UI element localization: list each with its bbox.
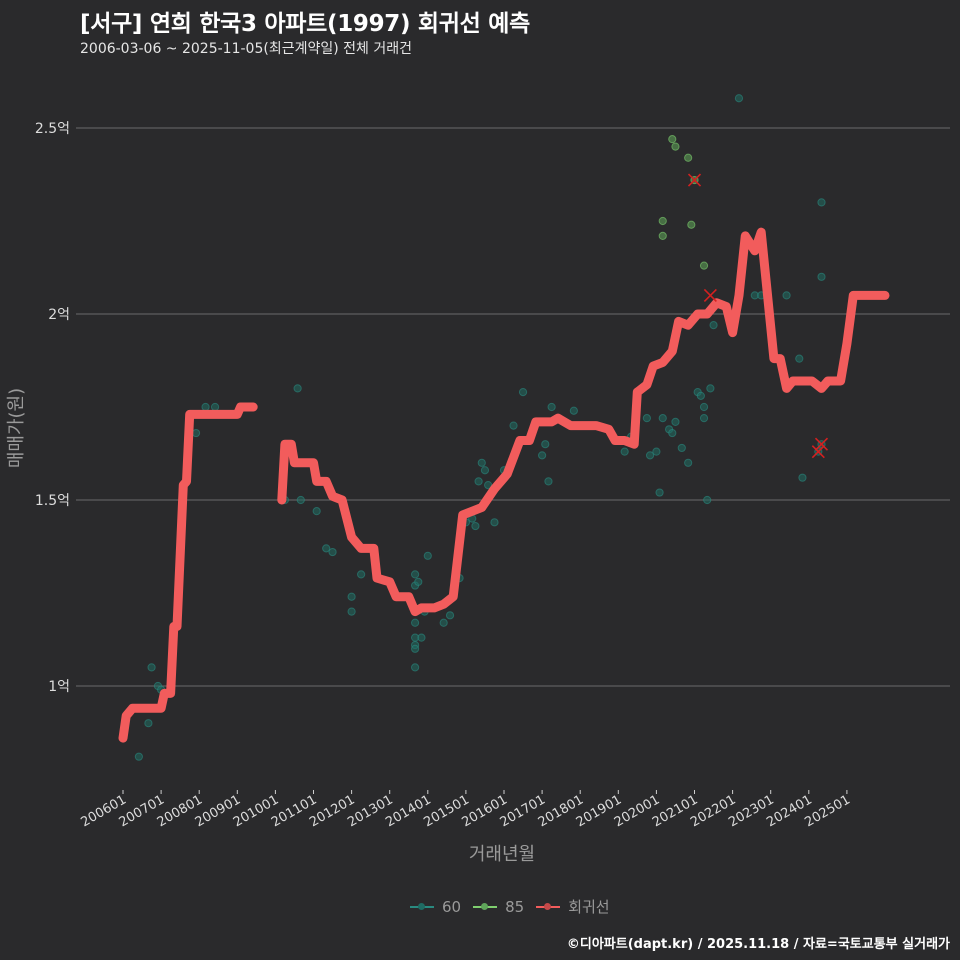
data-point: [144, 719, 153, 728]
y-tick-label: 1억: [48, 679, 70, 695]
series-85-points: [658, 135, 709, 270]
data-point: [414, 577, 423, 586]
data-point: [658, 414, 667, 423]
data-point: [703, 495, 712, 505]
legend-item-85: 85: [473, 898, 524, 916]
data-point: [569, 406, 578, 415]
data-point: [699, 261, 709, 270]
legend-item-60: 60: [410, 898, 461, 916]
data-point: [795, 354, 804, 363]
data-point: [658, 216, 667, 226]
y-axis-ticks: 1억 1.5억 2억 2.5억: [35, 121, 70, 695]
data-point: [471, 521, 480, 531]
data-point: [544, 477, 553, 486]
data-point: [439, 618, 448, 627]
data-point: [347, 607, 356, 616]
data-point: [411, 618, 420, 627]
data-point: [518, 388, 528, 397]
data-point: [547, 402, 556, 412]
data-point: [671, 417, 680, 426]
data-point: [191, 428, 201, 438]
legend-label-regression: 회귀선: [568, 898, 610, 916]
data-point: [658, 231, 667, 240]
data-point: [347, 592, 356, 601]
data-point: [684, 153, 693, 162]
data-point: [782, 291, 791, 300]
data-point: [642, 414, 651, 423]
data-point: [477, 458, 486, 467]
data-point: [699, 414, 709, 423]
legend-key-85-icon: [473, 900, 498, 914]
x-axis-ticks: 2006012007012008012009012010012011012012…: [79, 790, 853, 830]
chart-title: [서구] 연희 한국3 아파트(1997) 회귀선 예측: [80, 11, 530, 37]
legend-item-regression: 회귀선: [536, 896, 610, 917]
data-point: [677, 443, 686, 453]
data-point: [709, 321, 718, 330]
data-point: [357, 570, 366, 579]
cancel-x-icon: [811, 445, 825, 459]
source-caption: ©디아파트(dapt.kr) / 2025.11.18 / 자료=국토교통부 실…: [566, 937, 950, 952]
data-point: [474, 477, 483, 486]
data-point: [293, 384, 302, 393]
data-point: [509, 421, 518, 430]
data-point: [417, 633, 426, 642]
data-point: [706, 384, 715, 393]
data-point: [645, 451, 655, 460]
legend-key-regression-icon: [536, 900, 561, 914]
data-point: [312, 507, 321, 516]
regression-line: [118, 227, 890, 743]
data-point: [671, 142, 680, 151]
legend-key-60-icon: [410, 900, 434, 914]
data-point: [411, 663, 420, 672]
data-point: [620, 447, 629, 456]
data-point: [696, 391, 705, 400]
x-axis-title: 거래년월: [469, 844, 535, 865]
data-point: [411, 644, 420, 653]
gridlines: [76, 127, 950, 687]
cancel-x-icon: [703, 288, 717, 302]
data-point: [652, 447, 661, 456]
data-point: [817, 272, 826, 281]
legend-label-85: 85: [505, 897, 525, 916]
data-point: [687, 220, 696, 229]
y-axis-title: 매매가(원): [6, 388, 27, 468]
data-point: [484, 481, 493, 490]
cancel-x-icon: [687, 173, 702, 187]
cancel-x-icon: [814, 437, 829, 451]
y-tick-label: 2억: [48, 307, 70, 323]
data-point: [201, 402, 210, 412]
data-point: [538, 451, 547, 460]
data-point: [699, 402, 709, 412]
data-point: [445, 611, 455, 620]
data-point: [684, 458, 693, 467]
data-point: [817, 198, 826, 207]
data-point: [734, 94, 744, 103]
legend: 60 85 회귀선: [410, 896, 614, 917]
data-point: [541, 440, 550, 449]
data-point: [134, 752, 143, 761]
data-point: [296, 495, 305, 505]
data-point: [798, 473, 807, 482]
chart-subtitle: 2006-03-06 ~ 2025-11-05(최근계약일) 전체 거래건: [80, 41, 412, 57]
y-tick-label: 2.5억: [35, 121, 70, 137]
data-point: [322, 544, 331, 553]
data-point: [423, 551, 432, 560]
y-tick-label: 1.5억: [35, 493, 70, 509]
series-60-points: [134, 94, 826, 761]
data-point: [411, 570, 420, 579]
data-point: [490, 518, 499, 527]
data-point: [668, 135, 677, 144]
data-point: [210, 402, 220, 412]
data-point: [147, 663, 156, 672]
data-point: [480, 466, 490, 475]
data-point: [668, 428, 677, 438]
data-point: [655, 488, 664, 497]
data-point: [328, 547, 337, 557]
cancelled-marks: [687, 173, 829, 459]
legend-label-60: 60: [442, 897, 462, 916]
